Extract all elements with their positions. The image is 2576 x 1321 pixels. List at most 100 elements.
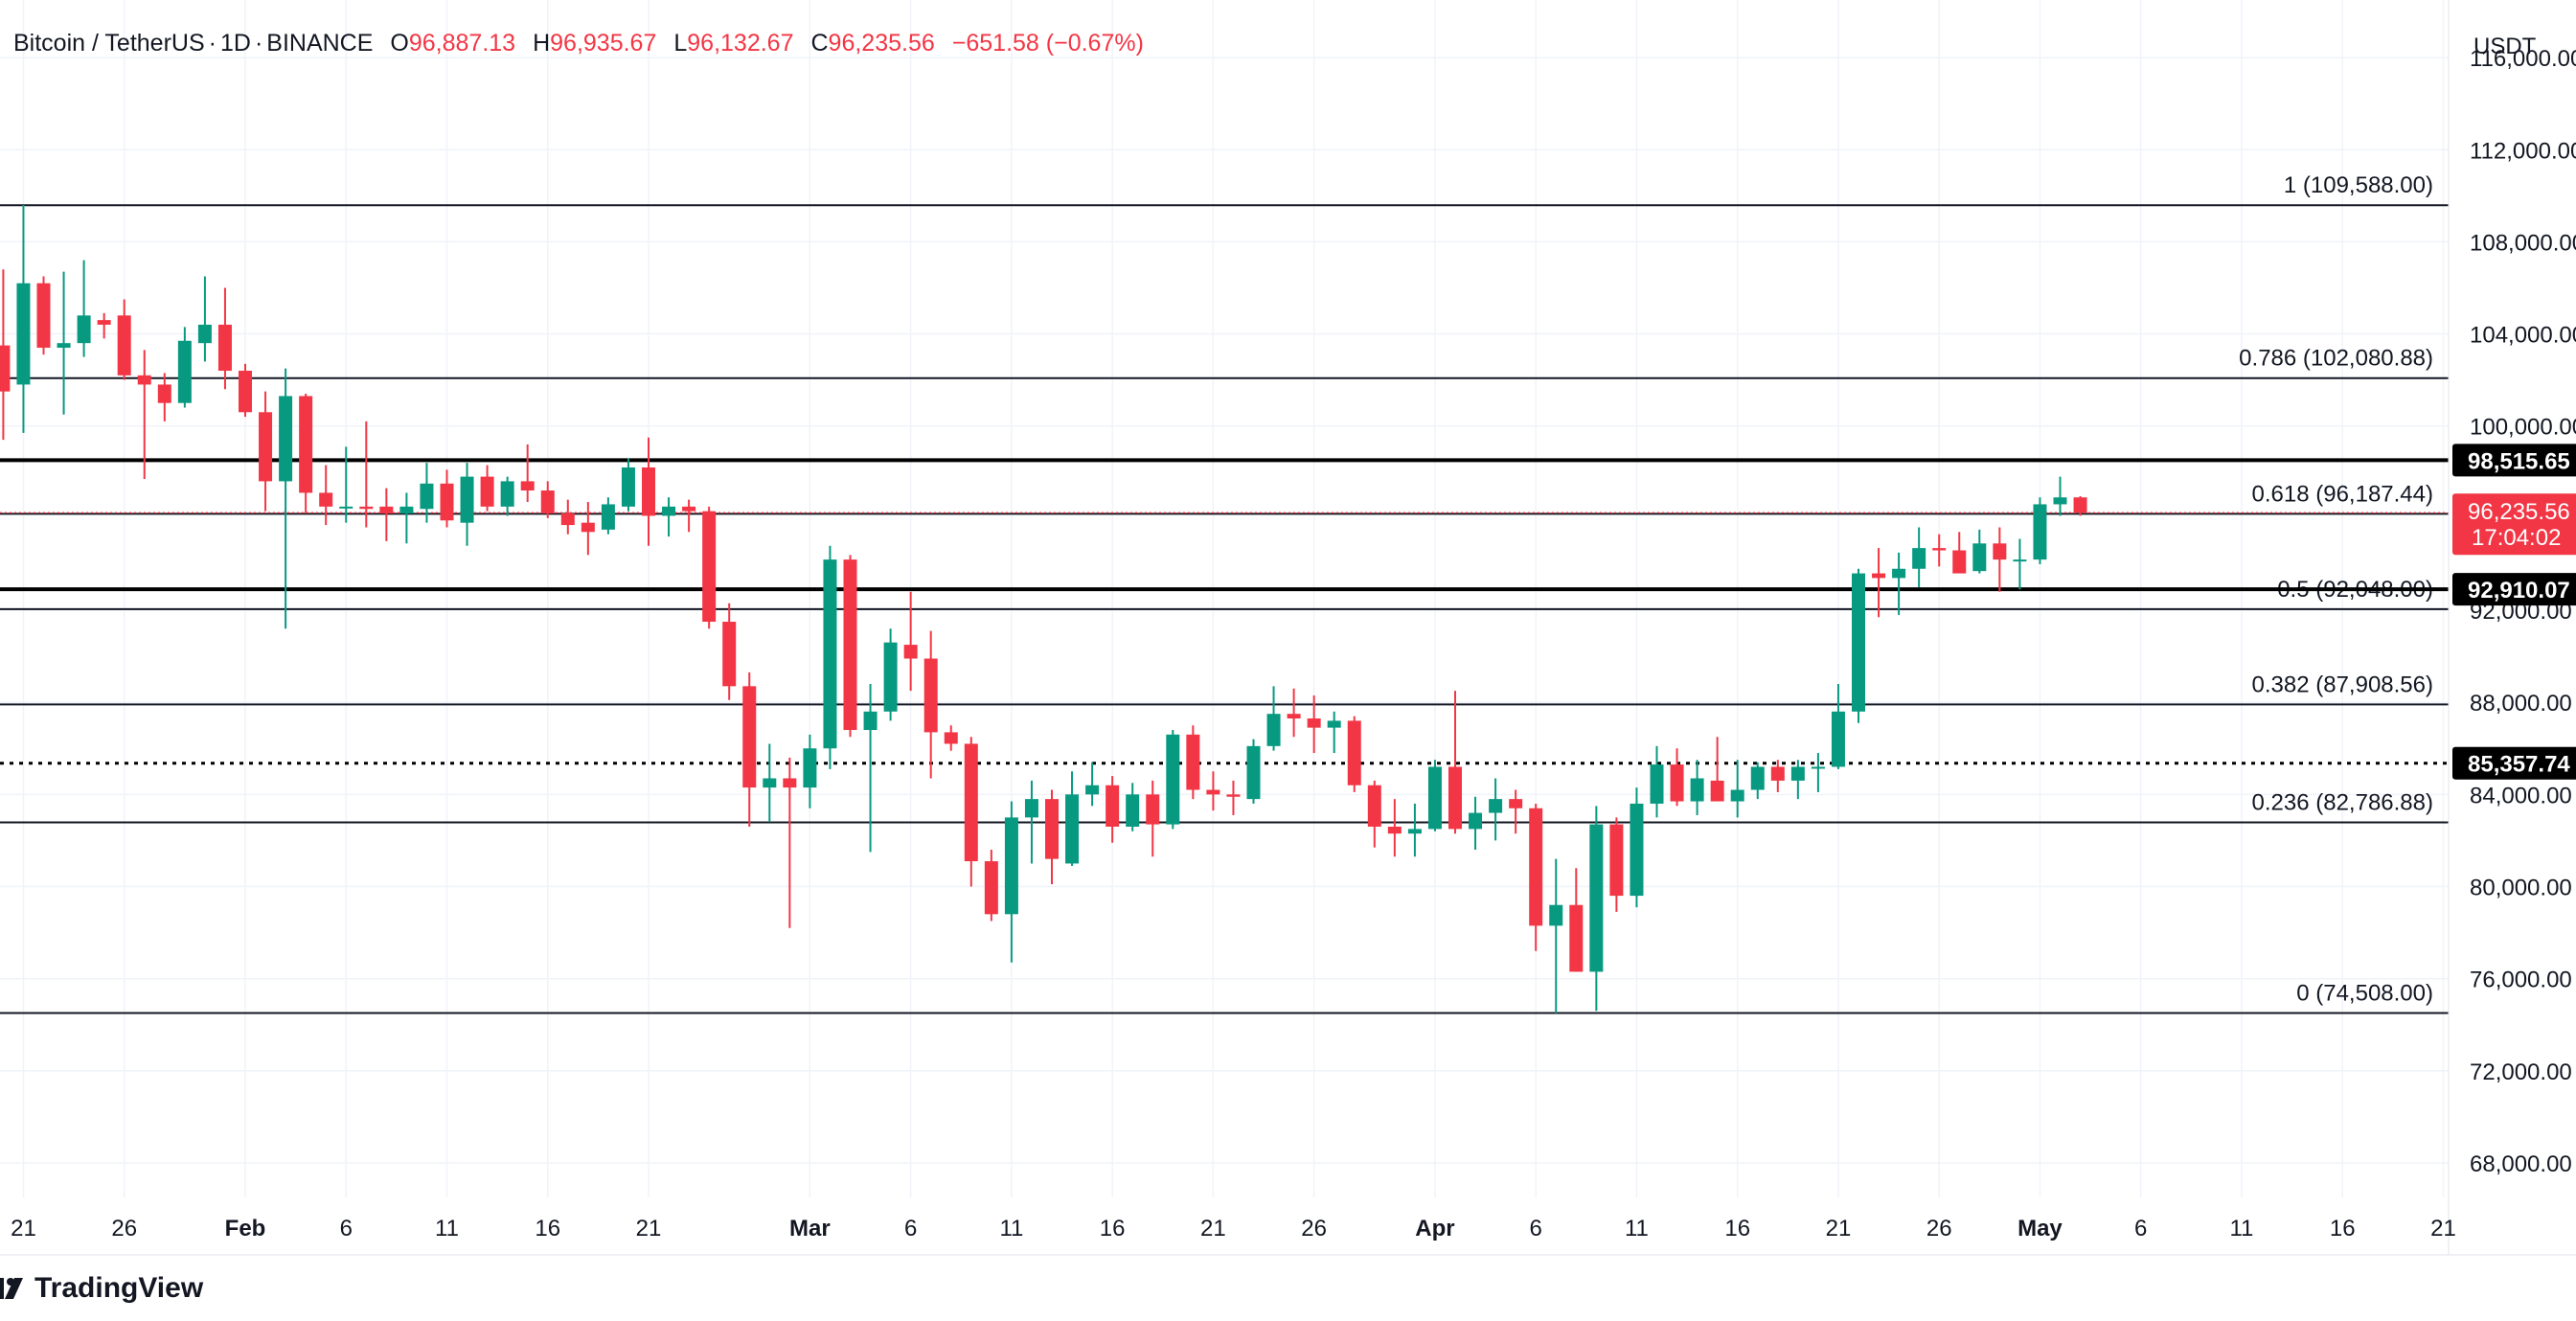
- candle[interactable]: [883, 628, 898, 721]
- candle[interactable]: [560, 499, 575, 535]
- candle[interactable]: [137, 350, 151, 479]
- tradingview-brand[interactable]: TradingView: [0, 1266, 203, 1310]
- candle[interactable]: [1407, 803, 1422, 857]
- candle[interactable]: [1852, 568, 1865, 723]
- candle[interactable]: [642, 437, 655, 546]
- candle[interactable]: [1529, 803, 1543, 951]
- candle[interactable]: [480, 465, 494, 512]
- candle[interactable]: [2073, 496, 2087, 516]
- candle[interactable]: [843, 555, 857, 738]
- candle[interactable]: [903, 591, 918, 692]
- candle[interactable]: [682, 499, 696, 533]
- candle[interactable]: [1872, 548, 1886, 618]
- candle[interactable]: [500, 476, 514, 516]
- candle[interactable]: [359, 421, 374, 528]
- symbol-name[interactable]: Bitcoin / TetherUS: [13, 29, 205, 57]
- candle[interactable]: [1146, 780, 1160, 857]
- candle[interactable]: [319, 465, 333, 526]
- candle[interactable]: [984, 850, 998, 922]
- candle[interactable]: [1690, 760, 1704, 815]
- candle[interactable]: [0, 269, 11, 441]
- interval[interactable]: 1D: [219, 29, 251, 57]
- candle[interactable]: [440, 469, 454, 528]
- candle[interactable]: [1327, 711, 1341, 754]
- candle[interactable]: [36, 276, 51, 355]
- candle[interactable]: [379, 488, 394, 541]
- candle[interactable]: [540, 481, 555, 518]
- candle[interactable]: [1024, 780, 1038, 864]
- candle[interactable]: [1427, 760, 1442, 831]
- candle[interactable]: [1549, 858, 1563, 1014]
- candle[interactable]: [722, 603, 737, 700]
- candle[interactable]: [1266, 686, 1281, 751]
- candle[interactable]: [742, 672, 757, 827]
- candle[interactable]: [1287, 688, 1301, 738]
- candle[interactable]: [1367, 780, 1381, 848]
- candle[interactable]: [1004, 801, 1018, 963]
- candle[interactable]: [520, 444, 535, 503]
- candle[interactable]: [1811, 753, 1825, 792]
- candle[interactable]: [1246, 739, 1261, 804]
- candle[interactable]: [1085, 762, 1100, 807]
- candle[interactable]: [601, 497, 615, 535]
- candle[interactable]: [279, 368, 293, 629]
- candle[interactable]: [1186, 725, 1200, 800]
- candle[interactable]: [97, 312, 111, 339]
- candle[interactable]: [2033, 497, 2047, 564]
- candle[interactable]: [259, 391, 273, 512]
- candle[interactable]: [1387, 799, 1402, 857]
- candle[interactable]: [581, 502, 595, 556]
- candle[interactable]: [1670, 748, 1684, 807]
- candle[interactable]: [823, 545, 837, 769]
- candle[interactable]: [299, 394, 313, 514]
- price-axis[interactable]: 116,000.00 112,000.00 108,000.00 104,000.00…: [2470, 46, 2576, 1177]
- candle[interactable]: [763, 743, 777, 823]
- candle[interactable]: [16, 204, 31, 433]
- candle[interactable]: [1589, 806, 1604, 1012]
- candle[interactable]: [197, 276, 212, 362]
- candle[interactable]: [803, 734, 817, 809]
- candle[interactable]: [217, 287, 232, 390]
- candle[interactable]: [1065, 771, 1080, 866]
- candle[interactable]: [1489, 778, 1503, 841]
- candle[interactable]: [944, 725, 958, 751]
- candle[interactable]: [1730, 760, 1744, 818]
- candle[interactable]: [2053, 476, 2067, 516]
- candle[interactable]: [1952, 532, 1967, 574]
- candle[interactable]: [1750, 762, 1765, 800]
- candle[interactable]: [1932, 534, 1947, 567]
- candle[interactable]: [1307, 695, 1321, 754]
- candle[interactable]: [57, 271, 71, 415]
- time-axis[interactable]: 21 26 Feb 6 11 16 21 Mar 6 11 16 21 26 Apr 6 11 16 21 26 Ma…: [11, 1216, 2456, 1241]
- candle[interactable]: [1710, 737, 1724, 802]
- candle[interactable]: [863, 683, 878, 853]
- candle[interactable]: [420, 463, 434, 523]
- candle[interactable]: [1509, 789, 1523, 834]
- candle[interactable]: [1972, 529, 1987, 574]
- candle[interactable]: [2013, 538, 2027, 590]
- candle[interactable]: [1790, 760, 1805, 800]
- candle[interactable]: [77, 260, 91, 357]
- candle[interactable]: [1770, 760, 1785, 792]
- candle[interactable]: [621, 458, 635, 512]
- candle[interactable]: [177, 327, 192, 408]
- candle[interactable]: [1630, 787, 1644, 908]
- candle[interactable]: [923, 630, 938, 779]
- currency-label[interactable]: USDT: [2473, 34, 2537, 59]
- candle[interactable]: [1569, 868, 1584, 972]
- candle[interactable]: [1831, 683, 1845, 769]
- candle[interactable]: [1106, 776, 1120, 843]
- candle[interactable]: [1892, 552, 1906, 615]
- candle[interactable]: [1469, 796, 1483, 851]
- candle[interactable]: [1126, 783, 1140, 831]
- candle[interactable]: [1166, 730, 1180, 830]
- candle[interactable]: [117, 299, 131, 380]
- candle[interactable]: [339, 446, 353, 523]
- candle[interactable]: [1912, 527, 1926, 587]
- candle[interactable]: [1993, 527, 2007, 592]
- candle[interactable]: [1609, 817, 1624, 912]
- candle[interactable]: [1347, 716, 1361, 792]
- candle[interactable]: [1045, 789, 1059, 885]
- candle[interactable]: [1448, 691, 1462, 834]
